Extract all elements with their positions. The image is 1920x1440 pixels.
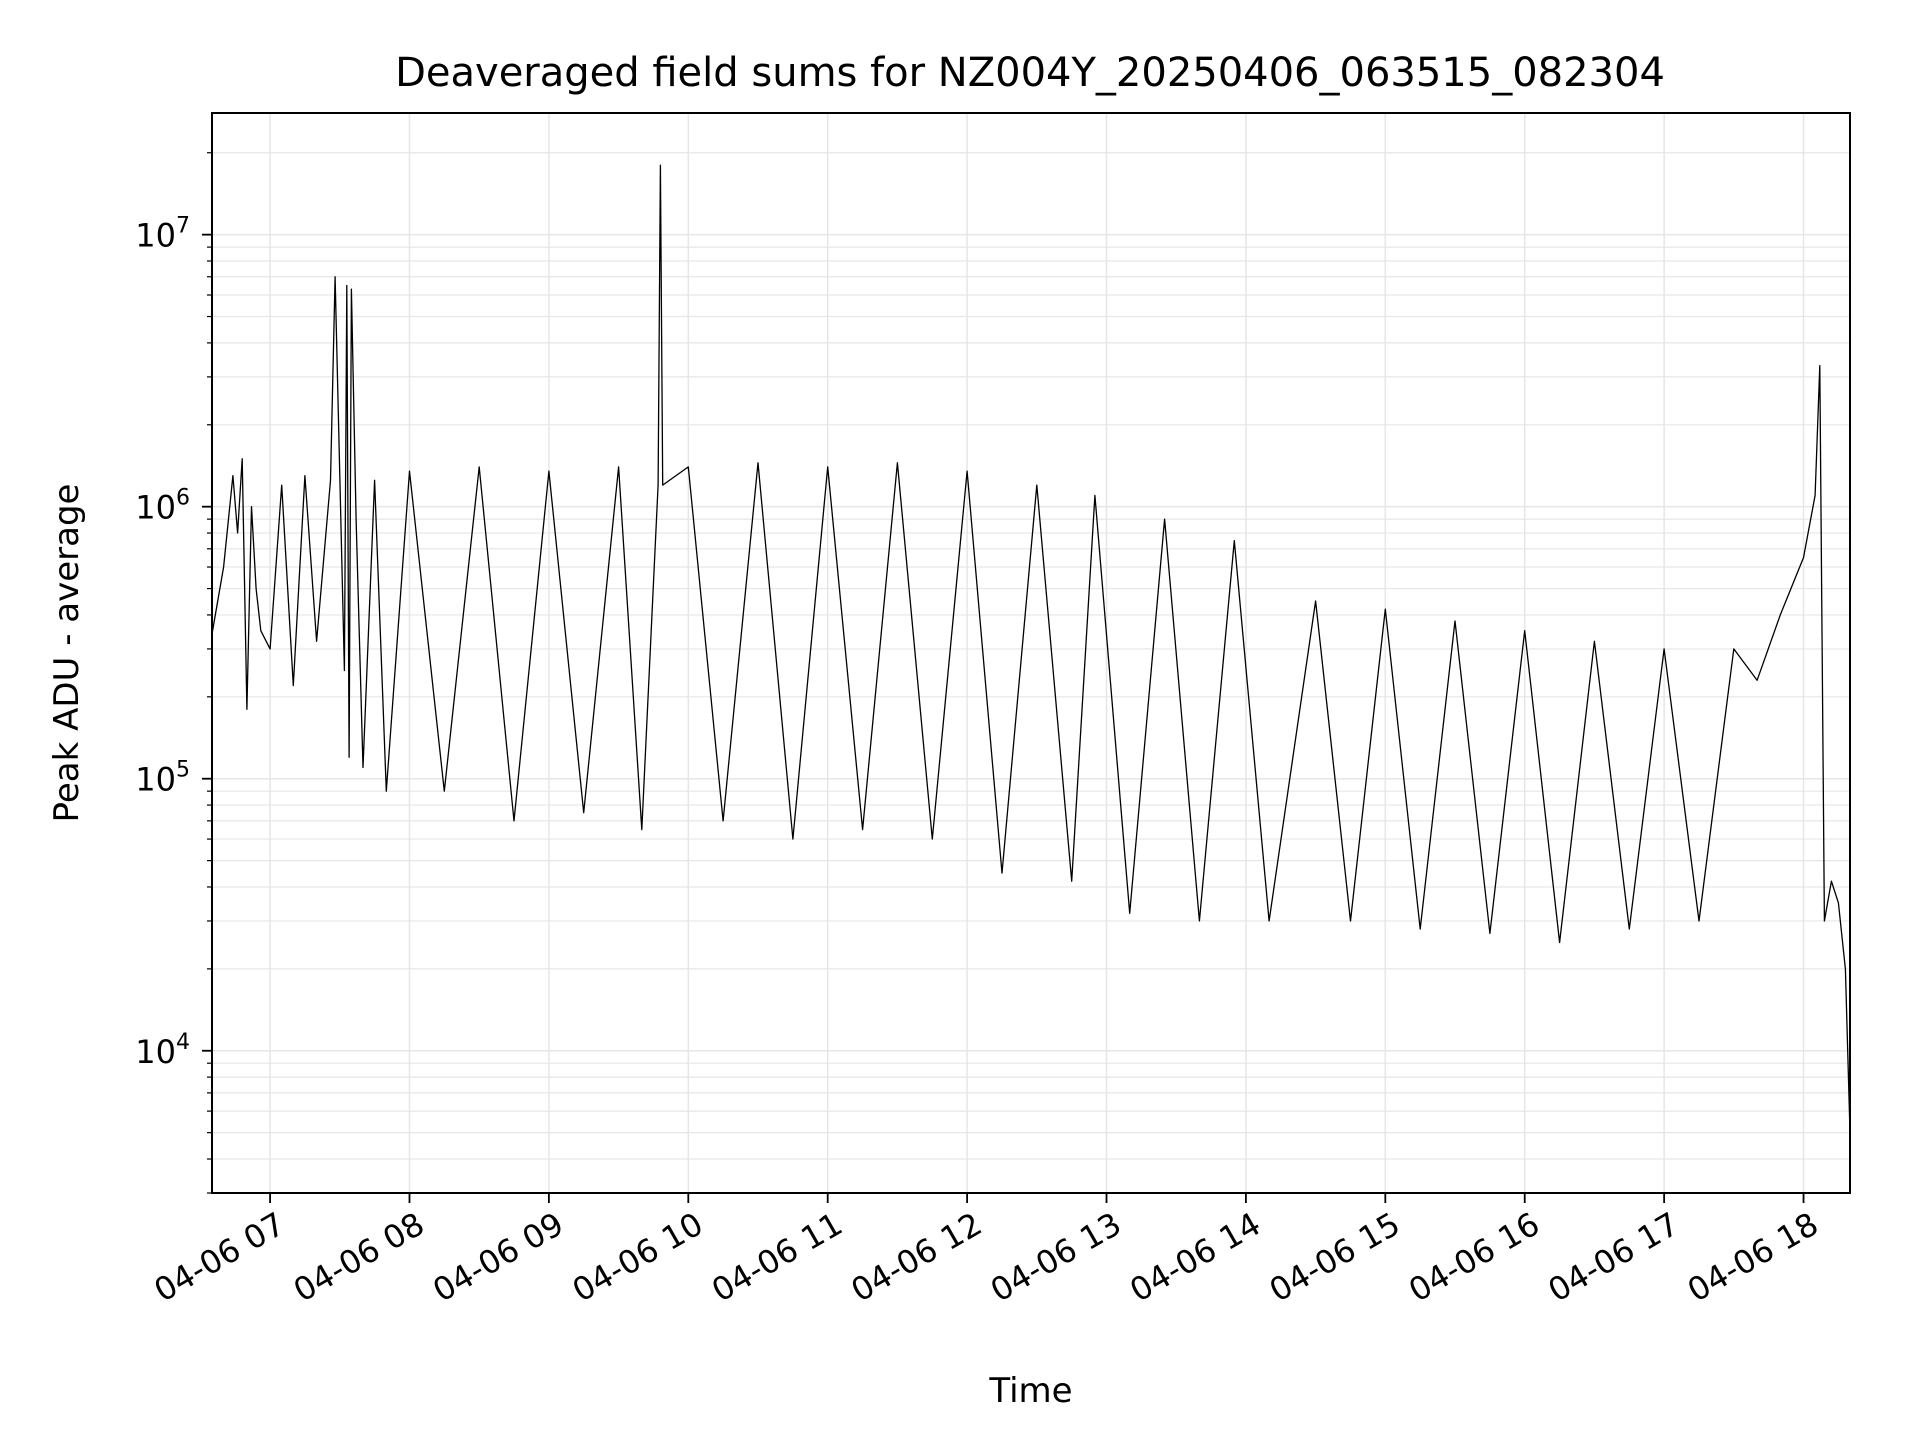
y-tick-base: 10 xyxy=(135,1033,176,1071)
grid xyxy=(212,113,1850,1194)
series-line xyxy=(211,164,1851,1133)
y-tick-base: 10 xyxy=(135,489,176,527)
x-tick-label: 04-06 09 xyxy=(426,1205,570,1310)
y-tick-exponent: 6 xyxy=(176,486,190,511)
y-tick-label: 104 xyxy=(135,1030,190,1071)
y-tick-exponent: 4 xyxy=(176,1030,190,1055)
x-tick-label: 04-06 17 xyxy=(1542,1205,1686,1310)
y-axis-label: Peak ADU - average xyxy=(47,484,87,823)
x-tick-label: 04-06 10 xyxy=(566,1205,710,1310)
x-tick-label: 04-06 14 xyxy=(1123,1205,1267,1310)
x-tick-label: 04-06 13 xyxy=(984,1205,1128,1310)
chart-title: Deaveraged field sums for NZ004Y_2025040… xyxy=(395,50,1665,96)
y-tick-base: 10 xyxy=(135,761,176,799)
y-tick-exponent: 7 xyxy=(176,214,190,239)
y-tick-base: 10 xyxy=(135,217,176,255)
x-axis-label: Time xyxy=(988,1371,1072,1411)
y-tick-label: 106 xyxy=(135,486,190,527)
x-tick-label: 04-06 11 xyxy=(705,1205,849,1310)
y-tick-label: 105 xyxy=(135,758,190,799)
x-tick-label: 04-06 16 xyxy=(1402,1205,1546,1310)
x-tick-label: 04-06 12 xyxy=(845,1205,989,1310)
y-tick-label: 107 xyxy=(135,214,190,255)
plot-frame xyxy=(211,112,1851,1194)
x-tick-label: 04-06 18 xyxy=(1681,1205,1825,1310)
y-tick-exponent: 5 xyxy=(176,758,190,783)
x-tick-label: 04-06 07 xyxy=(148,1205,292,1310)
x-tick-label: 04-06 15 xyxy=(1263,1205,1407,1310)
x-tick-label: 04-06 08 xyxy=(287,1205,431,1310)
